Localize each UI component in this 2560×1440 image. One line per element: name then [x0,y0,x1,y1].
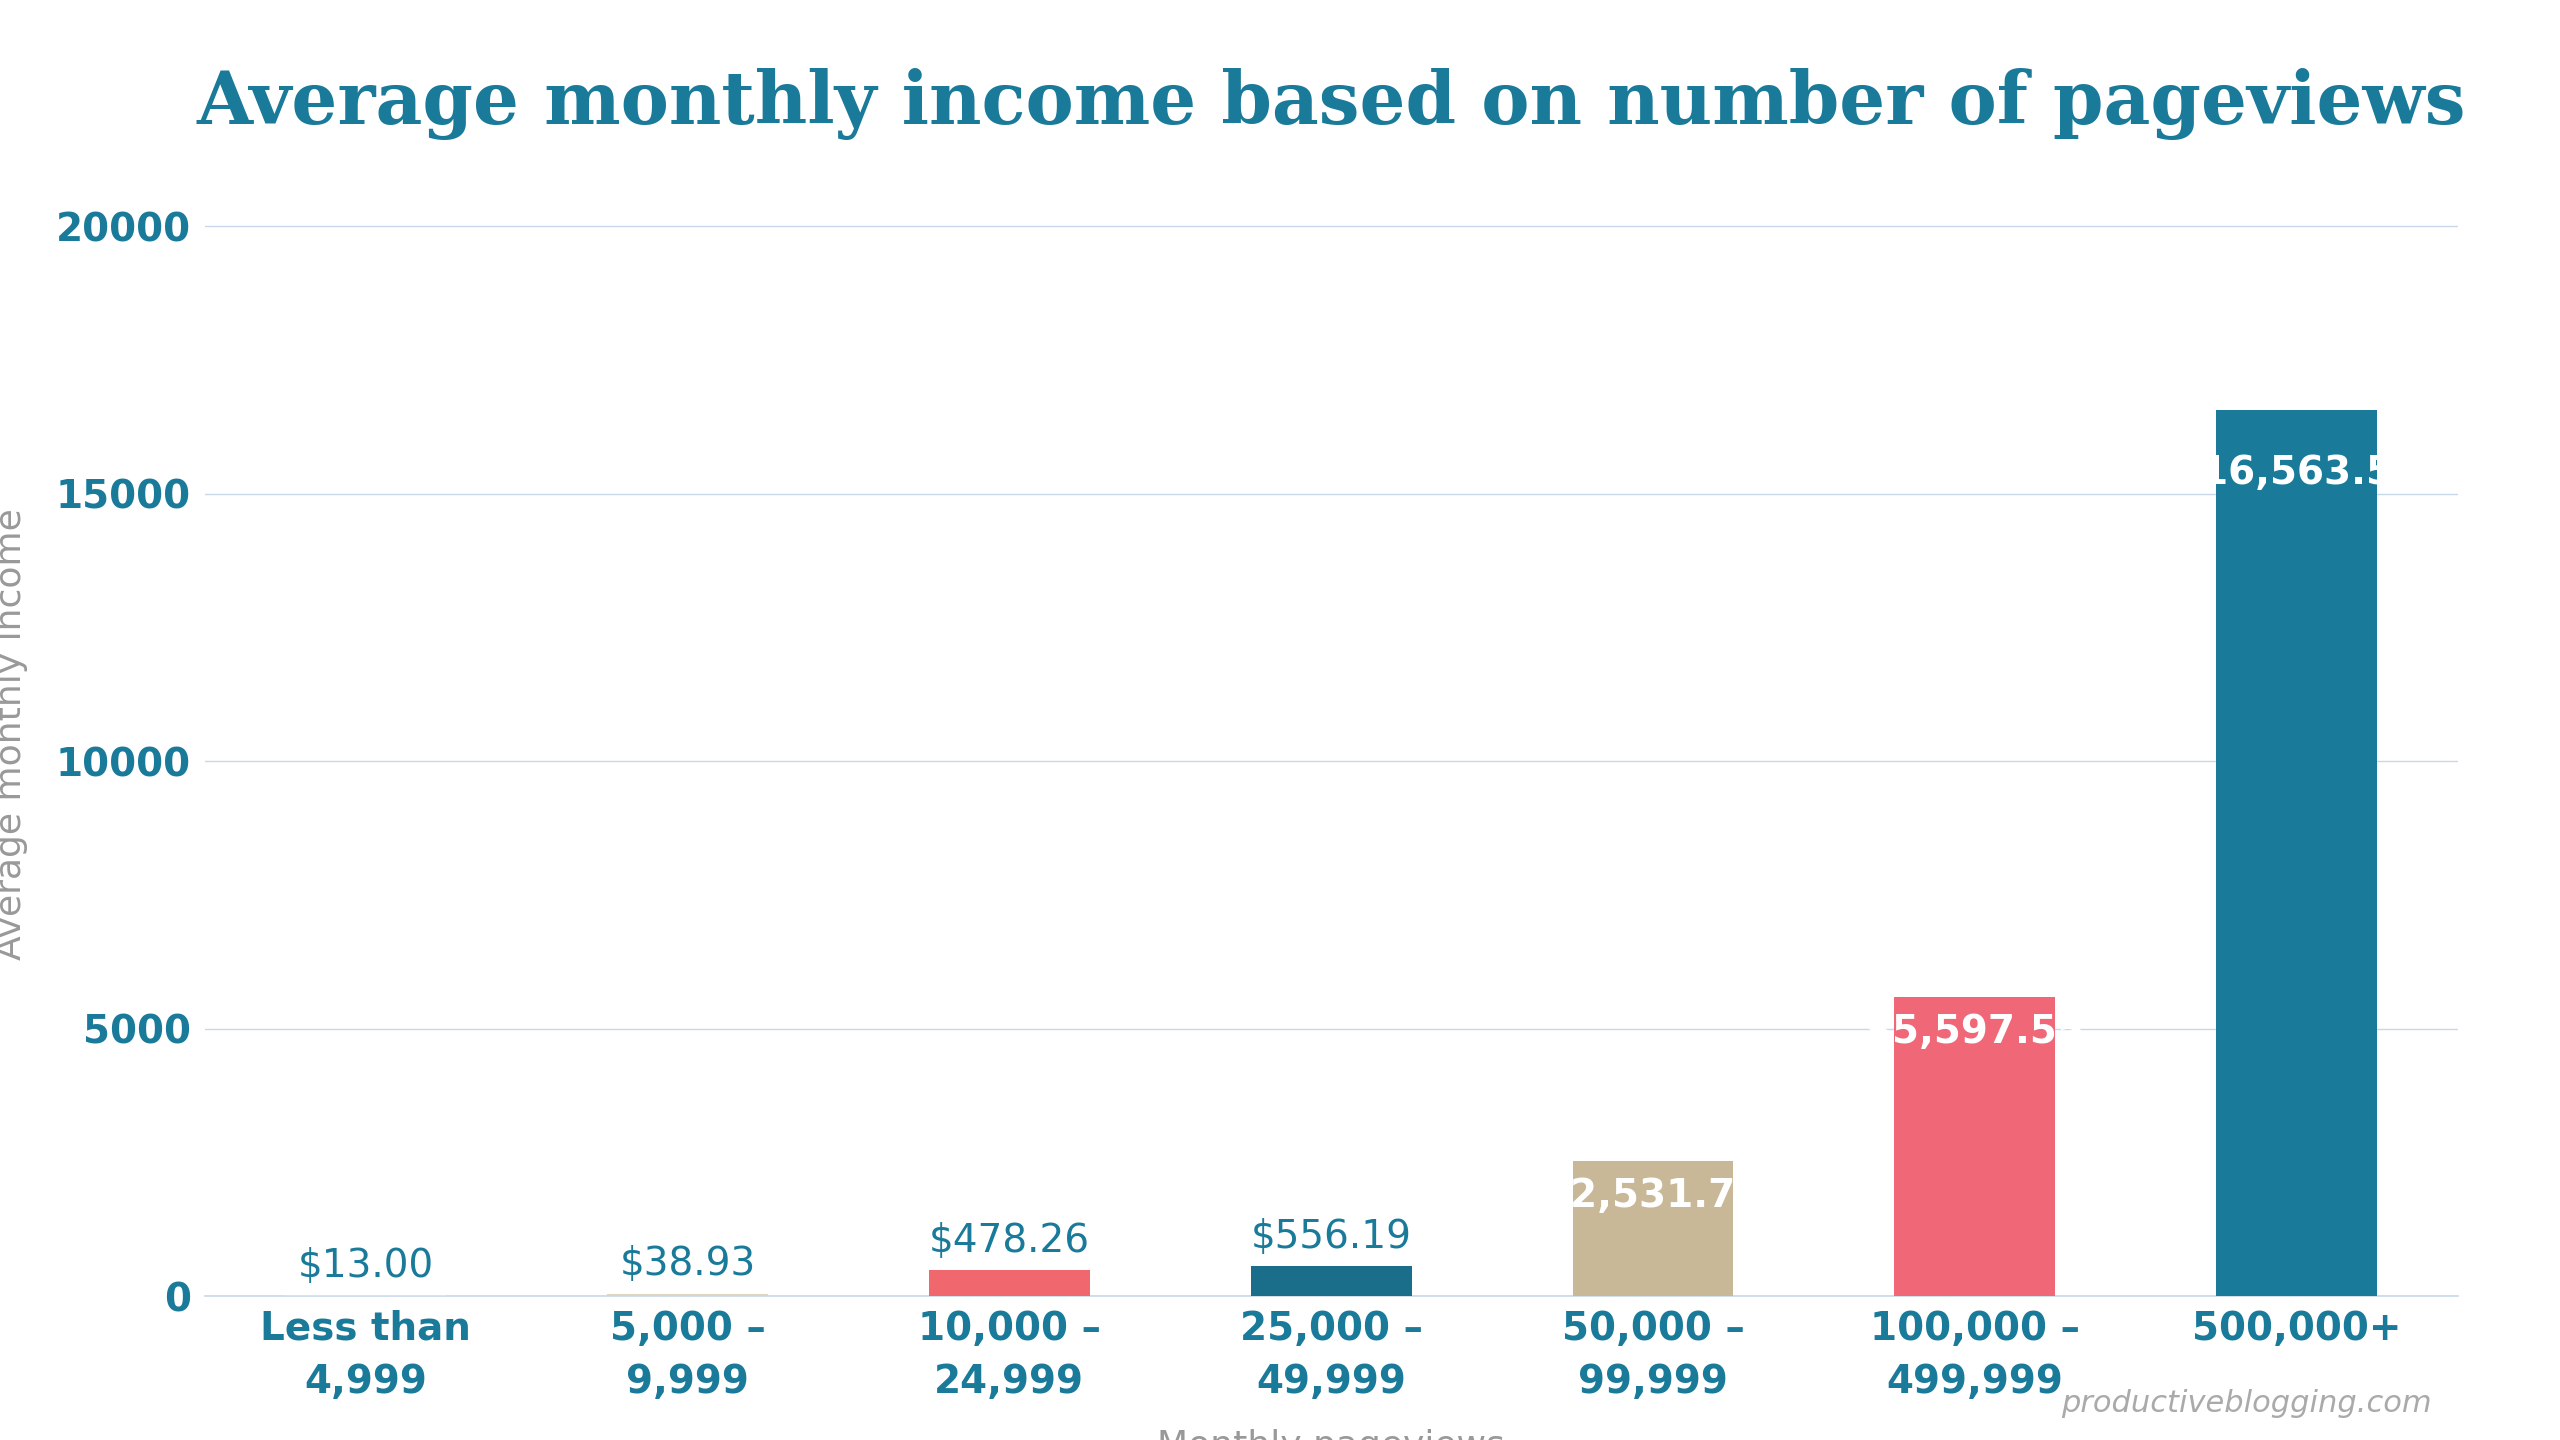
Bar [2217,410,2378,1296]
Text: $2,531.70: $2,531.70 [1544,1176,1764,1214]
Text: $16,563.57: $16,563.57 [2173,455,2419,492]
Y-axis label: Average monthly income: Average monthly income [0,508,28,960]
Text: productiveblogging.com: productiveblogging.com [2061,1390,2432,1418]
X-axis label: Monthly pageviews: Monthly pageviews [1157,1428,1505,1440]
Bar [1252,1266,1411,1296]
Bar [1894,996,2056,1296]
Title: Average monthly income based on number of pageviews: Average monthly income based on number o… [197,68,2465,140]
Bar [929,1270,1091,1296]
Text: $38.93: $38.93 [620,1246,755,1283]
Bar [1572,1161,1733,1296]
Text: $13.00: $13.00 [297,1247,433,1284]
Text: $5,597.55: $5,597.55 [1866,1012,2084,1051]
Bar [607,1295,768,1296]
Text: $556.19: $556.19 [1252,1218,1411,1256]
Text: $478.26: $478.26 [929,1221,1091,1260]
